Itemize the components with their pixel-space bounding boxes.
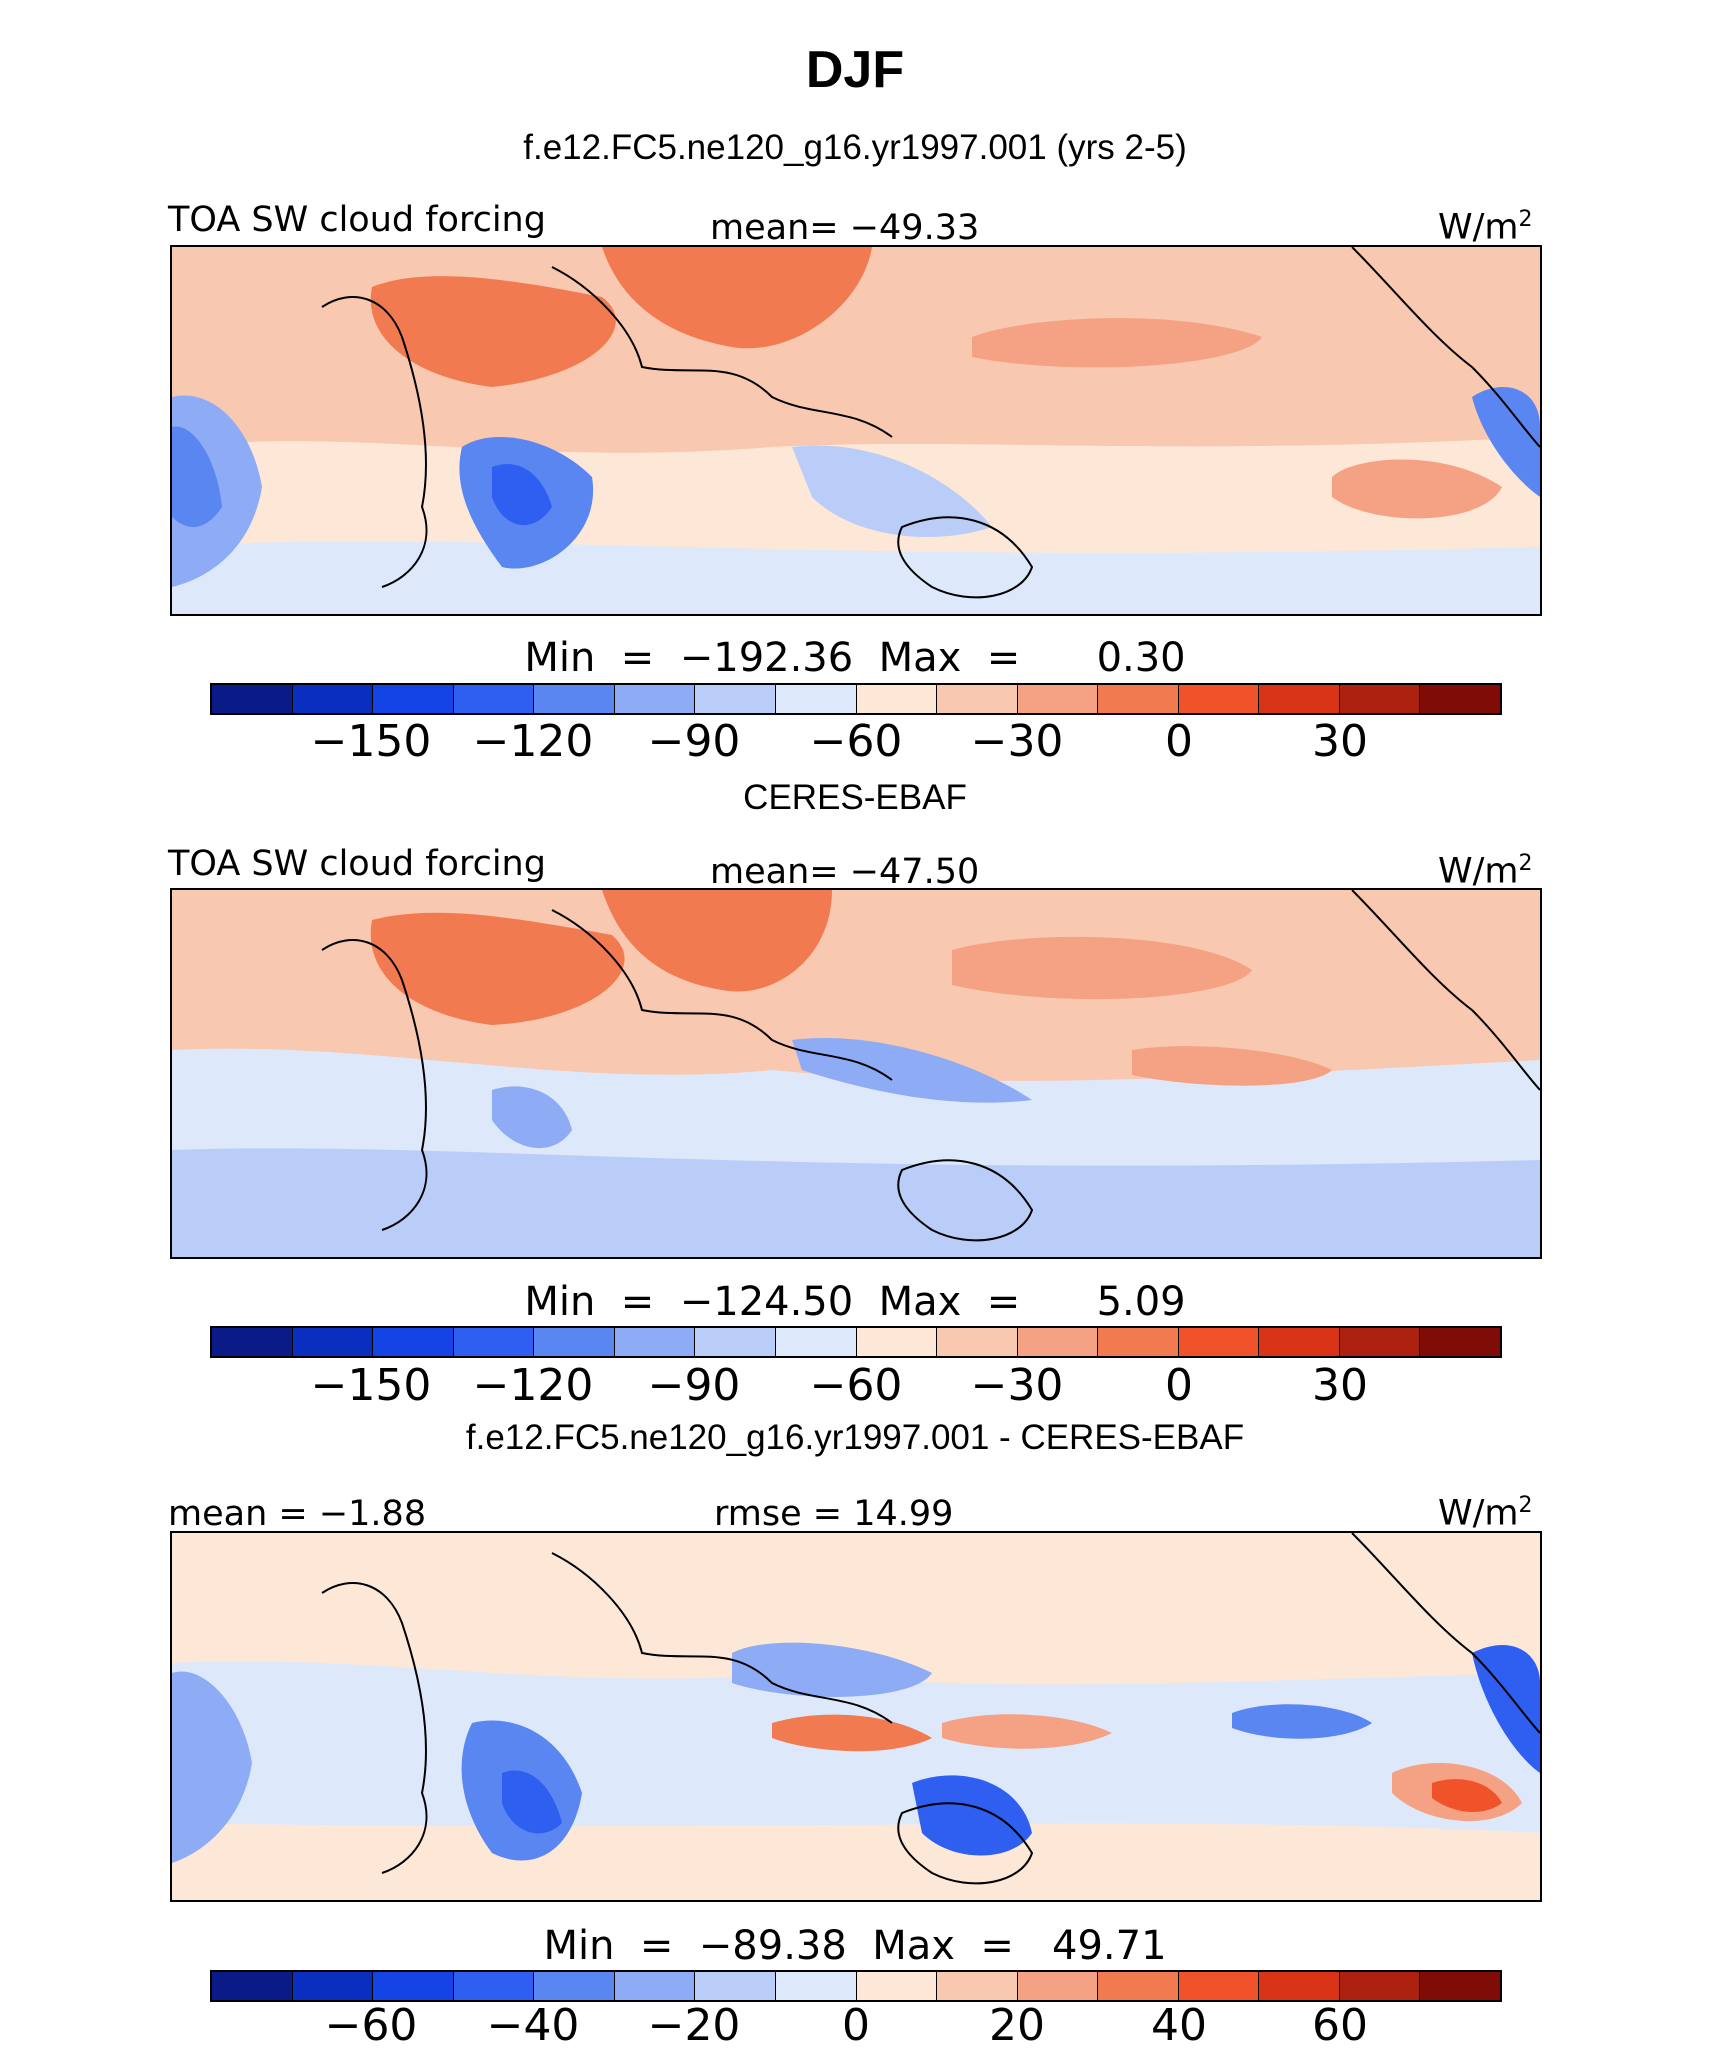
panel-3-heading: f.e12.FC5.ne120_g16.yr1997.001 - CERES-E… (465, 1418, 1245, 1457)
colorbar-bin (1420, 1328, 1500, 1356)
panel-3-unit-label: W/m2 (1438, 1493, 1533, 1534)
colorbar-bin (1178, 1328, 1260, 1356)
panel-3-minmax: Min = −89.38 Max = 49.71 (543, 1923, 1167, 1969)
colorbar-bin (1098, 1328, 1179, 1356)
colorbar-bin (453, 1328, 535, 1356)
colorbar-bin (1420, 1972, 1500, 2000)
colorbar-bin (937, 1328, 1018, 1356)
panel-1-variable-label: TOA SW cloud forcing (168, 200, 546, 240)
panel-2-tick: −60 (809, 1360, 903, 1411)
panel-2-minmax: Min = −124.50 Max = 5.09 (524, 1279, 1186, 1325)
panel-3-tick: −40 (486, 2000, 580, 2051)
panel-1-tick: −90 (647, 716, 741, 767)
panel-3-map (170, 1531, 1542, 1902)
colorbar-bin (856, 685, 938, 713)
panel-1-tick: 30 (1312, 716, 1368, 767)
panel-2-tick: −150 (310, 1360, 432, 1411)
colorbar-bin (614, 1972, 696, 2000)
panel-2-colorbar (210, 1326, 1502, 1358)
panel-1-map (170, 245, 1542, 616)
colorbar-bin (212, 685, 293, 713)
colorbar-bin (373, 1328, 454, 1356)
panel-2-heading: CERES-EBAF (743, 778, 967, 817)
panel-3-tick: −60 (324, 2000, 418, 2051)
panel-3-tick: 20 (989, 2000, 1045, 2051)
panel-3-rmse-label: rmse = 14.99 (714, 1494, 954, 1534)
colorbar-bin (292, 685, 374, 713)
panel-2-tick: 30 (1312, 1360, 1368, 1411)
panel-3-tick: 60 (1312, 2000, 1368, 2051)
panel-1-tick: −60 (809, 716, 903, 767)
colorbar-bin (775, 685, 857, 713)
colorbar-bin (1098, 685, 1179, 713)
colorbar-bin (614, 685, 696, 713)
panel-3-tick: −20 (647, 2000, 741, 2051)
colorbar-bin (614, 1328, 696, 1356)
figure-title: DJF (805, 41, 905, 99)
colorbar-bin (373, 1972, 454, 2000)
panel-1-heading: f.e12.FC5.ne120_g16.yr1997.001 (yrs 2-5) (523, 128, 1187, 167)
panel-1-mean-label: mean= −49.33 (710, 208, 980, 248)
colorbar-bin (775, 1328, 857, 1356)
colorbar-bin (937, 1972, 1018, 2000)
colorbar-bin (453, 1972, 535, 2000)
panel-2-tick: −120 (472, 1360, 594, 1411)
colorbar-bin (292, 1328, 374, 1356)
colorbar-bin (212, 1972, 293, 2000)
colorbar-bin (292, 1972, 374, 2000)
panel-3-contour-field (172, 1533, 1540, 1900)
panel-2-tick: −30 (970, 1360, 1064, 1411)
colorbar-bin (1339, 1972, 1421, 2000)
panel-2-map (170, 888, 1542, 1259)
panel-2-contour-field (172, 890, 1540, 1257)
colorbar-bin (695, 1972, 776, 2000)
panel-3-tick: 40 (1151, 2000, 1207, 2051)
colorbar-bin (1017, 1328, 1099, 1356)
panel-1-contour-field (172, 247, 1540, 614)
colorbar-bin (1017, 1972, 1099, 2000)
colorbar-bin (856, 1328, 938, 1356)
colorbar-bin (937, 685, 1018, 713)
panel-3-mean-label: mean = −1.88 (168, 1494, 427, 1534)
panel-1-tick: −30 (970, 716, 1064, 767)
colorbar-bin (775, 1972, 857, 2000)
panel-1-colorbar (210, 683, 1502, 715)
panel-2-unit-label: W/m2 (1438, 851, 1533, 892)
colorbar-bin (1420, 685, 1500, 713)
colorbar-bin (1098, 1972, 1179, 2000)
colorbar-bin (856, 1972, 938, 2000)
panel-3-colorbar (210, 1970, 1502, 2002)
colorbar-bin (1259, 1328, 1340, 1356)
panel-2-variable-label: TOA SW cloud forcing (168, 844, 546, 884)
panel-1-tick: −120 (472, 716, 594, 767)
colorbar-bin (534, 1972, 615, 2000)
colorbar-bin (1178, 1972, 1260, 2000)
colorbar-bin (695, 685, 776, 713)
colorbar-bin (1178, 685, 1260, 713)
panel-2-mean-label: mean= −47.50 (710, 852, 980, 892)
colorbar-bin (1259, 685, 1340, 713)
colorbar-bin (212, 1328, 293, 1356)
panel-1-minmax: Min = −192.36 Max = 0.30 (524, 635, 1186, 681)
colorbar-bin (1339, 1328, 1421, 1356)
colorbar-bin (373, 685, 454, 713)
colorbar-bin (1259, 1972, 1340, 2000)
panel-3-tick: 0 (842, 2000, 870, 2051)
colorbar-bin (534, 685, 615, 713)
panel-1-unit-label: W/m2 (1438, 207, 1533, 248)
panel-2-tick: −90 (647, 1360, 741, 1411)
panel-2-tick: 0 (1165, 1360, 1193, 1411)
colorbar-bin (1339, 685, 1421, 713)
colorbar-bin (695, 1328, 776, 1356)
colorbar-bin (453, 685, 535, 713)
colorbar-bin (534, 1328, 615, 1356)
colorbar-bin (1017, 685, 1099, 713)
panel-1-tick: 0 (1165, 716, 1193, 767)
panel-1-tick: −150 (310, 716, 432, 767)
